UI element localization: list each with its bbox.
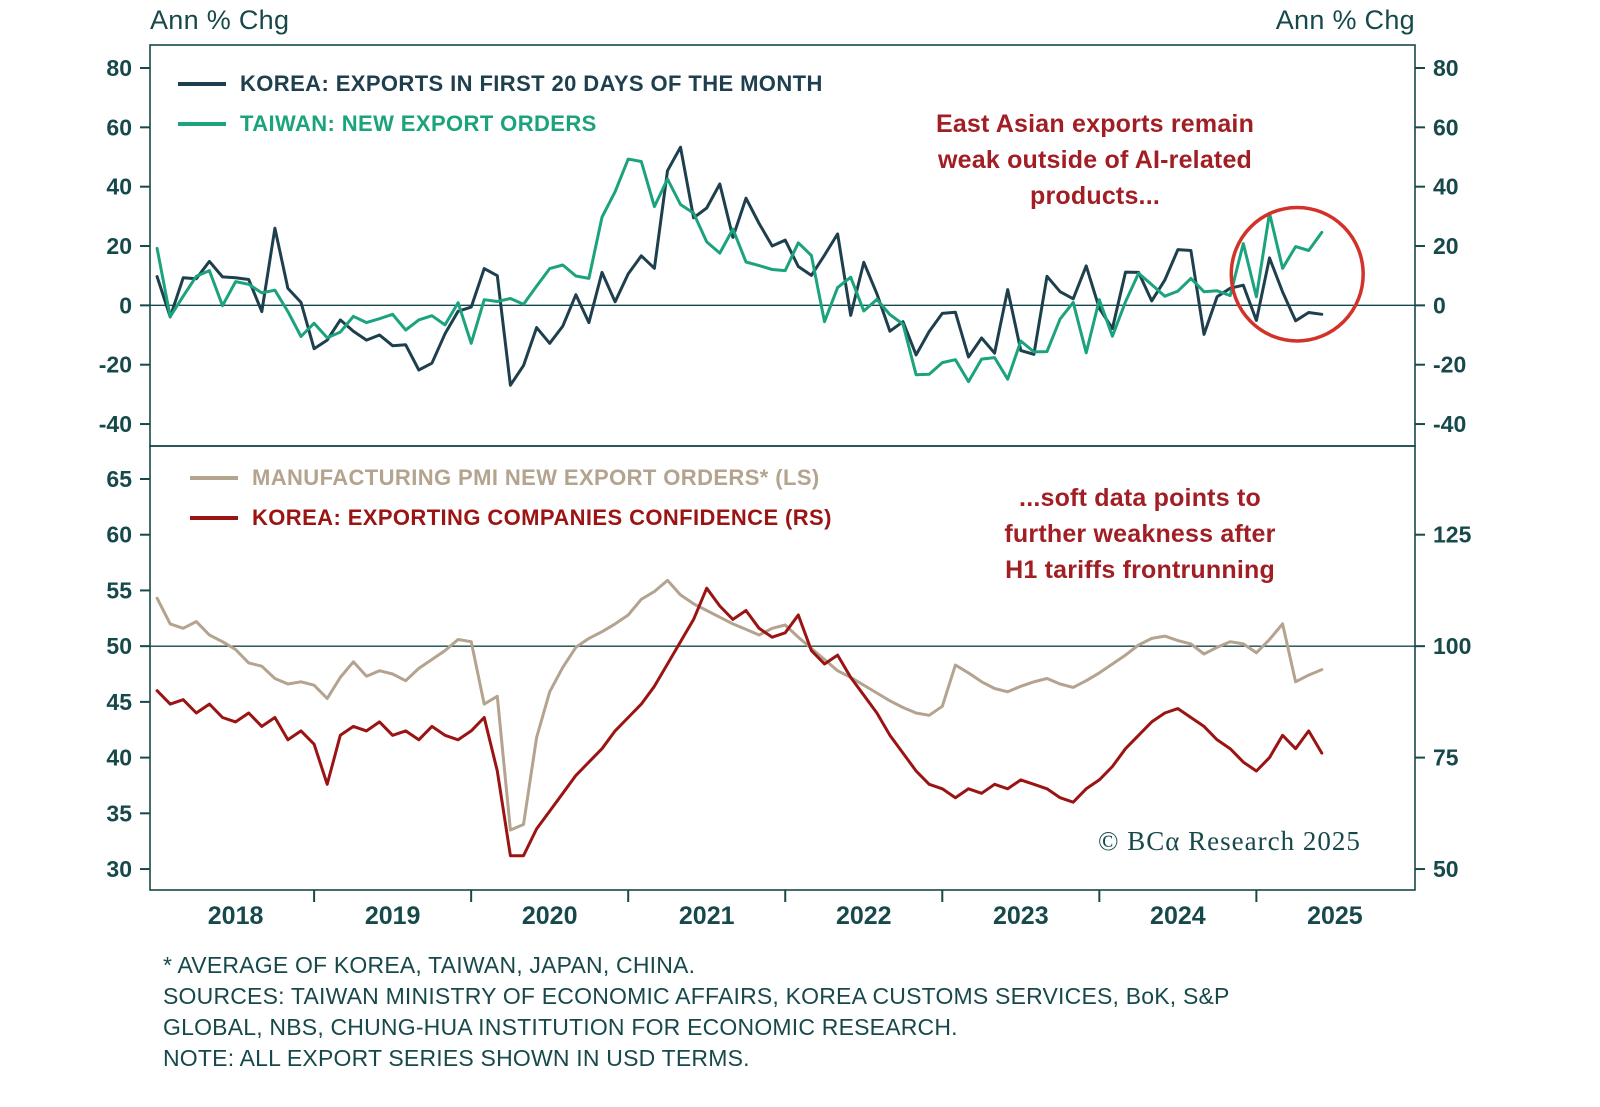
- y-tick-label-right: -40: [1433, 411, 1466, 437]
- x-year-label: 2022: [836, 902, 892, 930]
- korea-line-swatch: [178, 82, 226, 86]
- y-tick-label-left: 40: [106, 174, 132, 200]
- y-tick-label-left: 60: [106, 522, 132, 548]
- y-tick-label-left: 30: [106, 856, 132, 882]
- y-tick-label-right: 40: [1433, 174, 1459, 200]
- bottom-series-line-0: [155, 578, 1324, 832]
- legend-bottom: MANUFACTURING PMI NEW EXPORT ORDERS* (LS…: [190, 462, 832, 534]
- x-year-label: 2019: [365, 902, 421, 930]
- taiwan-line-swatch: [178, 122, 226, 126]
- x-year-label: 2025: [1307, 902, 1363, 930]
- bottom-panel-border: [149, 445, 1416, 891]
- legend-item-pmi-orders: MANUFACTURING PMI NEW EXPORT ORDERS* (LS…: [190, 462, 832, 494]
- footnotes: * AVERAGE OF KOREA, TAIWAN, JAPAN, CHINA…: [163, 950, 1443, 1074]
- legend-item-korea-exports: KOREA: EXPORTS IN FIRST 20 DAYS OF THE M…: [178, 68, 823, 100]
- y-tick-label-left: 60: [106, 114, 132, 140]
- axis-title-left: Ann % Chg: [150, 5, 290, 35]
- y-tick-label-left: 35: [106, 800, 132, 826]
- legend-item-taiwan-orders: TAIWAN: NEW EXPORT ORDERS: [178, 108, 823, 140]
- y-tick-label-left: -40: [99, 411, 132, 437]
- y-tick-label-right: 80: [1433, 55, 1459, 81]
- y-tick-label-left: 65: [106, 466, 132, 492]
- y-tick-label-right: 0: [1433, 292, 1446, 318]
- confidence-series-label: KOREA: EXPORTING COMPANIES CONFIDENCE (R…: [252, 505, 832, 530]
- footnote-line: * AVERAGE OF KOREA, TAIWAN, JAPAN, CHINA…: [163, 952, 696, 978]
- y-tick-label-left: 0: [119, 292, 132, 318]
- legend-item-korea-confidence: KOREA: EXPORTING COMPANIES CONFIDENCE (R…: [190, 502, 832, 534]
- x-year-label: 2023: [993, 902, 1049, 930]
- confidence-line-swatch: [190, 516, 238, 520]
- x-year-label: 2018: [208, 902, 264, 930]
- x-year-label: 2024: [1150, 902, 1206, 930]
- y-tick-label-right: 20: [1433, 233, 1459, 259]
- bottom-series-line-1: [155, 586, 1324, 858]
- footnote-line: SOURCES: TAIWAN MINISTRY OF ECONOMIC AFF…: [163, 983, 1230, 1009]
- y-tick-label-left: 20: [106, 233, 132, 259]
- korea-series-label: KOREA: EXPORTS IN FIRST 20 DAYS OF THE M…: [240, 71, 823, 96]
- footnote-line: GLOBAL, NBS, CHUNG-HUA INSTITUTION FOR E…: [163, 1014, 958, 1040]
- y-tick-label-right: -20: [1433, 352, 1466, 378]
- pmi-series-label: MANUFACTURING PMI NEW EXPORT ORDERS* (LS…: [252, 465, 820, 490]
- x-year-label: 2021: [679, 902, 735, 930]
- copyright: © BCα Research 2025: [1098, 826, 1361, 856]
- highlight-circle: [1229, 205, 1365, 343]
- axis-title-right: Ann % Chg: [1275, 5, 1415, 35]
- y-tick-label-left: 50: [106, 633, 132, 659]
- legend-top: KOREA: EXPORTS IN FIRST 20 DAYS OF THE M…: [178, 68, 823, 140]
- annotation-bottom: ...soft data points to further weakness …: [1004, 484, 1276, 584]
- y-tick-label-left: 45: [106, 689, 132, 715]
- y-tick-label-left: 40: [106, 745, 132, 771]
- taiwan-series-label: TAIWAN: NEW EXPORT ORDERS: [240, 111, 597, 136]
- top-series-line-1: [155, 157, 1324, 384]
- y-tick-label-right: 50: [1433, 856, 1459, 882]
- footnote-line: NOTE: ALL EXPORT SERIES SHOWN IN USD TER…: [163, 1045, 750, 1071]
- y-tick-label-left: 55: [106, 577, 132, 603]
- annotation-top: East Asian exports remain weak outside o…: [935, 110, 1255, 210]
- y-tick-label-right: 60: [1433, 114, 1459, 140]
- y-tick-label-right: 125: [1433, 522, 1472, 548]
- y-tick-label-right: 75: [1433, 745, 1459, 771]
- pmi-line-swatch: [190, 476, 238, 480]
- top-series-line-0: [155, 145, 1324, 387]
- y-tick-label-left: -20: [99, 352, 132, 378]
- x-year-label: 2020: [522, 902, 578, 930]
- y-tick-label-right: 100: [1433, 633, 1471, 659]
- y-tick-label-left: 80: [106, 55, 132, 81]
